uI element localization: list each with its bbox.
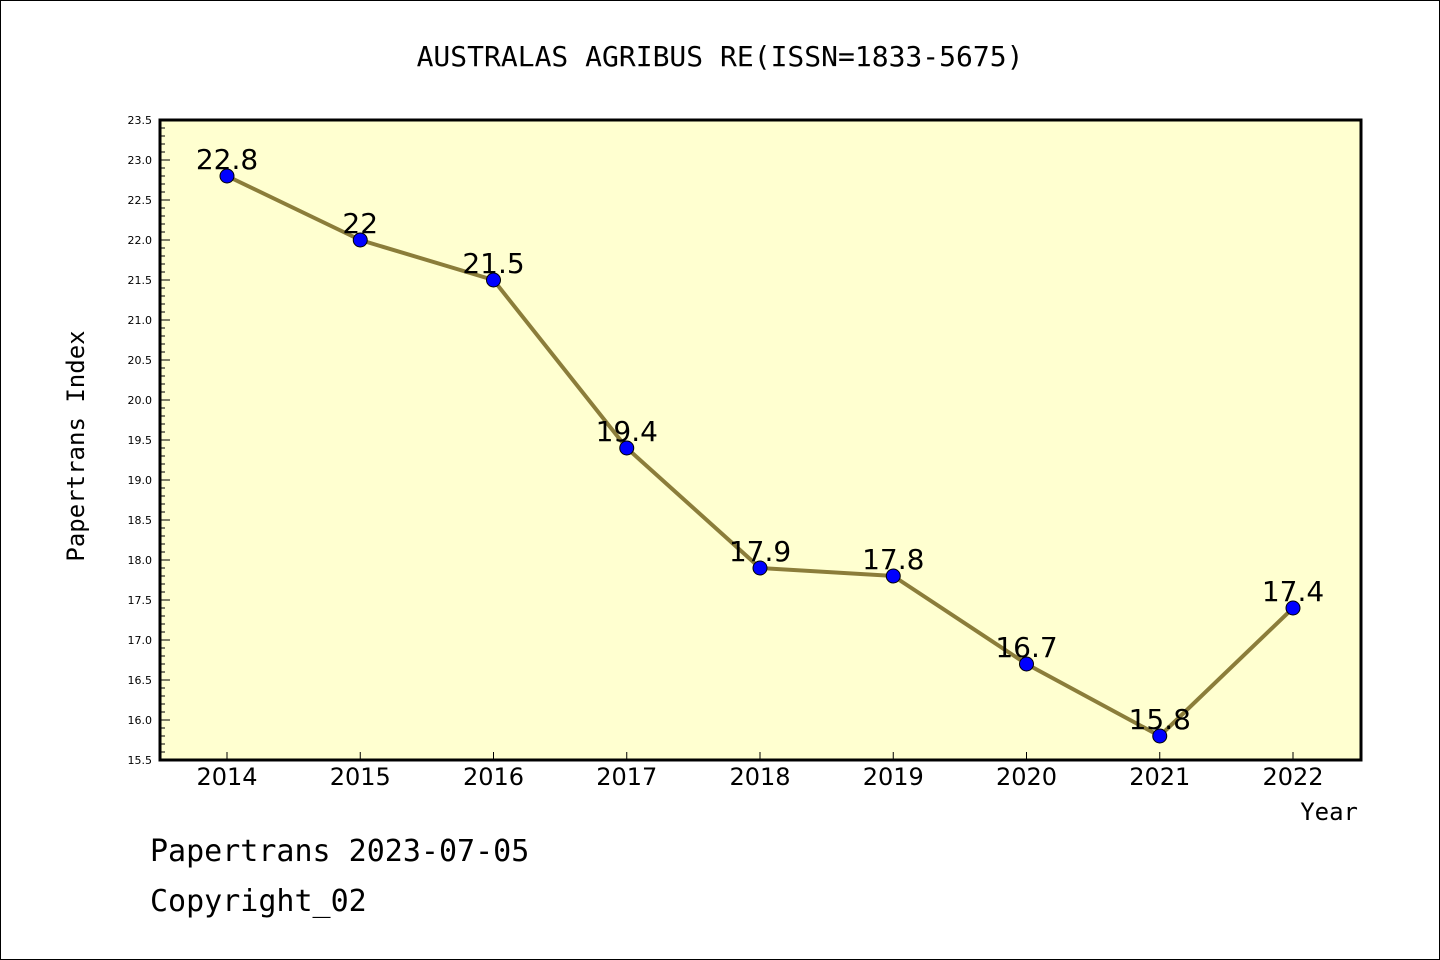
data-point — [752, 560, 768, 576]
data-point — [486, 272, 501, 288]
series-markers — [219, 168, 1301, 744]
footer-date: Papertrans 2023-07-05 — [150, 834, 530, 869]
y-tick-label: 15.5 — [128, 754, 153, 767]
data-label: 17.4 — [1262, 575, 1324, 608]
y-tick-label: 18.0 — [128, 554, 153, 567]
y-tick-label: 19.5 — [128, 434, 153, 447]
data-point — [1285, 600, 1301, 616]
data-label: 19.4 — [596, 415, 658, 448]
x-axis-ticks: 2014 2015 2016 2017 2018 2019 2020 2021 2022 — [196, 752, 1324, 791]
data-point — [219, 168, 235, 184]
x-tick-label: 2022 — [1262, 763, 1323, 791]
x-axis-label: Year — [1300, 798, 1358, 826]
data-label: 17.8 — [862, 543, 924, 576]
data-label: 17.9 — [729, 535, 791, 568]
y-tick-label: 21.5 — [128, 274, 153, 287]
y-tick-label: 22.5 — [128, 194, 153, 207]
y-tick-label: 22.0 — [128, 234, 153, 247]
y-tick-label: 20.5 — [128, 354, 153, 367]
y-tick-label: 23.0 — [128, 154, 153, 167]
y-tick-label: 20.0 — [128, 394, 153, 407]
x-tick-label: 2015 — [330, 763, 391, 791]
data-point — [352, 232, 368, 248]
x-tick-label: 2014 — [196, 763, 257, 791]
y-tick-label: 16.0 — [128, 714, 153, 727]
data-label: 22.8 — [196, 143, 258, 176]
data-point — [1152, 728, 1168, 744]
y-tick-label: 21.0 — [128, 314, 153, 327]
footer-copyright: Copyright_02 — [150, 884, 367, 919]
x-tick-label: 2020 — [996, 763, 1057, 791]
x-tick-label: 2019 — [863, 763, 924, 791]
data-point — [1019, 656, 1034, 672]
plot-area — [160, 120, 1361, 760]
y-tick-label: 18.5 — [128, 514, 153, 527]
x-tick-label: 2021 — [1129, 763, 1190, 791]
y-axis-label: Papertrans Index — [62, 330, 90, 561]
y-tick-label: 16.5 — [128, 674, 153, 687]
chart-title: AUSTRALAS AGRIBUS RE(ISSN=1833-5675) — [417, 40, 1024, 73]
y-tick-label: 23.5 — [128, 114, 153, 127]
data-point — [619, 440, 635, 456]
data-label: 22 — [342, 207, 378, 240]
y-axis-ticks: 15.5 16.0 16.5 17.0 17.5 18.0 18.5 19.0 19.5 20.0… — [128, 114, 170, 767]
y-tick-label: 17.5 — [128, 594, 153, 607]
x-tick-label: 2016 — [463, 763, 524, 791]
data-label: 21.5 — [462, 247, 524, 280]
y-tick-label: 19.0 — [128, 474, 153, 487]
y-tick-label: 17.0 — [128, 634, 153, 647]
data-labels: 22.8 22 21.5 19.4 17.9 17.8 16.7 15.8 17.4 — [196, 143, 1324, 736]
plot-border — [158, 118, 1363, 762]
x-tick-label: 2017 — [596, 763, 657, 791]
data-label: 16.7 — [995, 631, 1057, 664]
x-tick-label: 2018 — [729, 763, 790, 791]
data-point — [885, 568, 901, 584]
data-label: 15.8 — [1129, 703, 1191, 736]
